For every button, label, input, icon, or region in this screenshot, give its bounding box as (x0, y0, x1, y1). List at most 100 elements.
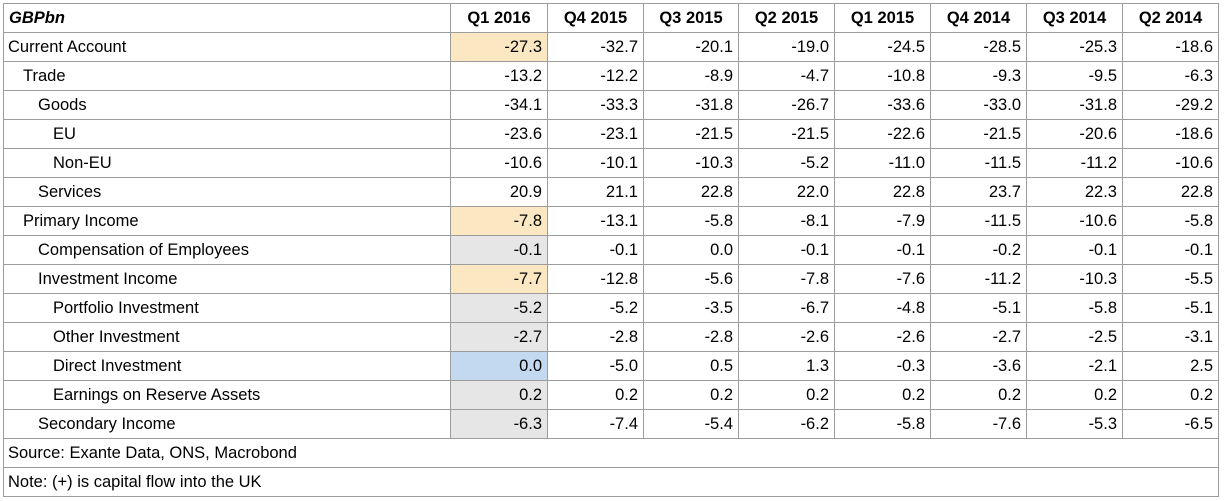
row-label: Investment Income (3, 264, 451, 294)
uk-current-account-table: GBPbn Q1 2016 Q4 2015 Q3 2015 Q2 2015 Q1 201… (3, 3, 1219, 497)
value-cell: -5.8 (1122, 206, 1219, 236)
value-cell: -0.2 (930, 235, 1027, 265)
value-cell: -10.1 (547, 148, 644, 178)
value-cell: -11.0 (834, 148, 931, 178)
row-label: Current Account (3, 32, 451, 62)
value-cell: -26.7 (738, 90, 835, 120)
value-cell: -21.5 (738, 119, 835, 149)
value-cell: -0.1 (547, 235, 644, 265)
value-cell: -20.6 (1026, 119, 1123, 149)
row-label: Portfolio Investment (3, 293, 451, 323)
value-cell: -2.7 (450, 322, 548, 352)
value-cell: -11.2 (1026, 148, 1123, 178)
row-label: Primary Income (3, 206, 451, 236)
value-cell: -6.7 (738, 293, 835, 323)
value-cell: -18.6 (1122, 32, 1219, 62)
value-cell: 0.2 (834, 380, 931, 410)
column-header-q1-2015: Q1 2015 (834, 3, 931, 33)
value-cell: -2.8 (547, 322, 644, 352)
column-header-q4-2014: Q4 2014 (930, 3, 1027, 33)
value-cell: -10.6 (450, 148, 548, 178)
value-cell: 21.1 (547, 177, 644, 207)
value-cell: -11.5 (930, 148, 1027, 178)
table-row-eu: EU -23.6 -23.1 -21.5 -21.5 -22.6 -21.5 -20.6 -18… (3, 119, 1219, 149)
value-cell: -10.3 (1026, 264, 1123, 294)
table-row-services: Services 20.9 21.1 22.8 22.0 22.8 23.7 22.3 22.8 (3, 177, 1219, 207)
value-cell: 22.0 (738, 177, 835, 207)
table-row-compensation-of-employees: Compensation of Employees -0.1 -0.1 0.0 -0.1… (3, 235, 1219, 265)
value-cell: -0.1 (834, 235, 931, 265)
value-cell: -5.3 (1026, 409, 1123, 439)
value-cell: -0.3 (834, 351, 931, 381)
value-cell: -21.5 (930, 119, 1027, 149)
value-cell: 0.2 (547, 380, 644, 410)
value-cell: -31.8 (1026, 90, 1123, 120)
value-cell: -9.5 (1026, 61, 1123, 91)
table-row-direct-investment: Direct Investment 0.0 -5.0 0.5 1.3 -0.3 -3.6 -2… (3, 351, 1219, 381)
table-row-primary-income: Primary Income -7.8 -13.1 -5.8 -8.1 -7.9 -11.5… (3, 206, 1219, 236)
value-cell: -0.1 (738, 235, 835, 265)
table-row-earnings-on-reserve-assets: Earnings on Reserve Assets 0.2 0.2 0.2 0.2 0.… (3, 380, 1219, 410)
value-cell: 22.8 (1122, 177, 1219, 207)
value-cell: -7.6 (834, 264, 931, 294)
value-cell: -3.1 (1122, 322, 1219, 352)
value-cell: -5.1 (930, 293, 1027, 323)
value-cell: -5.6 (643, 264, 739, 294)
value-cell: -6.3 (450, 409, 548, 439)
value-cell: -3.6 (930, 351, 1027, 381)
column-header-q2-2014: Q2 2014 (1122, 3, 1219, 33)
value-cell: -6.5 (1122, 409, 1219, 439)
value-cell: -0.1 (450, 235, 548, 265)
value-cell: -3.5 (643, 293, 739, 323)
table-body: Current Account -27.3 -32.7 -20.1 -19.0 -24.5… (3, 32, 1219, 439)
uk-current-account-table-container: GBPbn Q1 2016 Q4 2015 Q3 2015 Q2 2015 Q1 201… (3, 3, 1219, 497)
value-cell: -28.5 (930, 32, 1027, 62)
value-cell: -13.1 (547, 206, 644, 236)
footnote-row: Source: Exante Data, ONS, Macrobond (3, 438, 1219, 468)
value-cell: -12.2 (547, 61, 644, 91)
value-cell: -22.6 (834, 119, 931, 149)
value-cell: -5.0 (547, 351, 644, 381)
value-cell: -8.9 (643, 61, 739, 91)
value-cell: -2.8 (643, 322, 739, 352)
table-row-goods: Goods -34.1 -33.3 -31.8 -26.7 -33.6 -33.0 -31.8… (3, 90, 1219, 120)
value-cell: -7.4 (547, 409, 644, 439)
value-cell: -27.3 (450, 32, 548, 62)
value-cell: -9.3 (930, 61, 1027, 91)
value-cell: -12.8 (547, 264, 644, 294)
value-cell: -8.1 (738, 206, 835, 236)
row-label: Earnings on Reserve Assets (3, 380, 451, 410)
value-cell: -20.1 (643, 32, 739, 62)
value-cell: -5.8 (643, 206, 739, 236)
value-cell: -4.8 (834, 293, 931, 323)
row-label: Non-EU (3, 148, 451, 178)
value-cell: -31.8 (643, 90, 739, 120)
value-cell: -5.2 (547, 293, 644, 323)
value-cell: -33.3 (547, 90, 644, 120)
value-cell: -7.6 (930, 409, 1027, 439)
value-cell: -23.1 (547, 119, 644, 149)
value-cell: -11.2 (930, 264, 1027, 294)
value-cell: 20.9 (450, 177, 548, 207)
value-cell: -10.6 (1122, 148, 1219, 178)
table-row-current-account: Current Account -27.3 -32.7 -20.1 -19.0 -24.5… (3, 32, 1219, 62)
value-cell: 0.2 (738, 380, 835, 410)
value-cell: -2.6 (834, 322, 931, 352)
value-cell: -5.8 (834, 409, 931, 439)
header-row: GBPbn Q1 2016 Q4 2015 Q3 2015 Q2 2015 Q1 201… (3, 3, 1219, 33)
value-cell: 0.2 (450, 380, 548, 410)
value-cell: -10.6 (1026, 206, 1123, 236)
value-cell: 0.0 (450, 351, 548, 381)
value-cell: 0.2 (643, 380, 739, 410)
value-cell: 22.3 (1026, 177, 1123, 207)
table-row-non-eu: Non-EU -10.6 -10.1 -10.3 -5.2 -11.0 -11.5 -11.2… (3, 148, 1219, 178)
value-cell: -7.9 (834, 206, 931, 236)
value-cell: 22.8 (834, 177, 931, 207)
source-note: Source: Exante Data, ONS, Macrobond (3, 438, 1219, 468)
value-cell: -33.6 (834, 90, 931, 120)
value-cell: -11.5 (930, 206, 1027, 236)
value-cell: -33.0 (930, 90, 1027, 120)
value-cell: 1.3 (738, 351, 835, 381)
value-cell: -5.2 (738, 148, 835, 178)
value-cell: -29.2 (1122, 90, 1219, 120)
